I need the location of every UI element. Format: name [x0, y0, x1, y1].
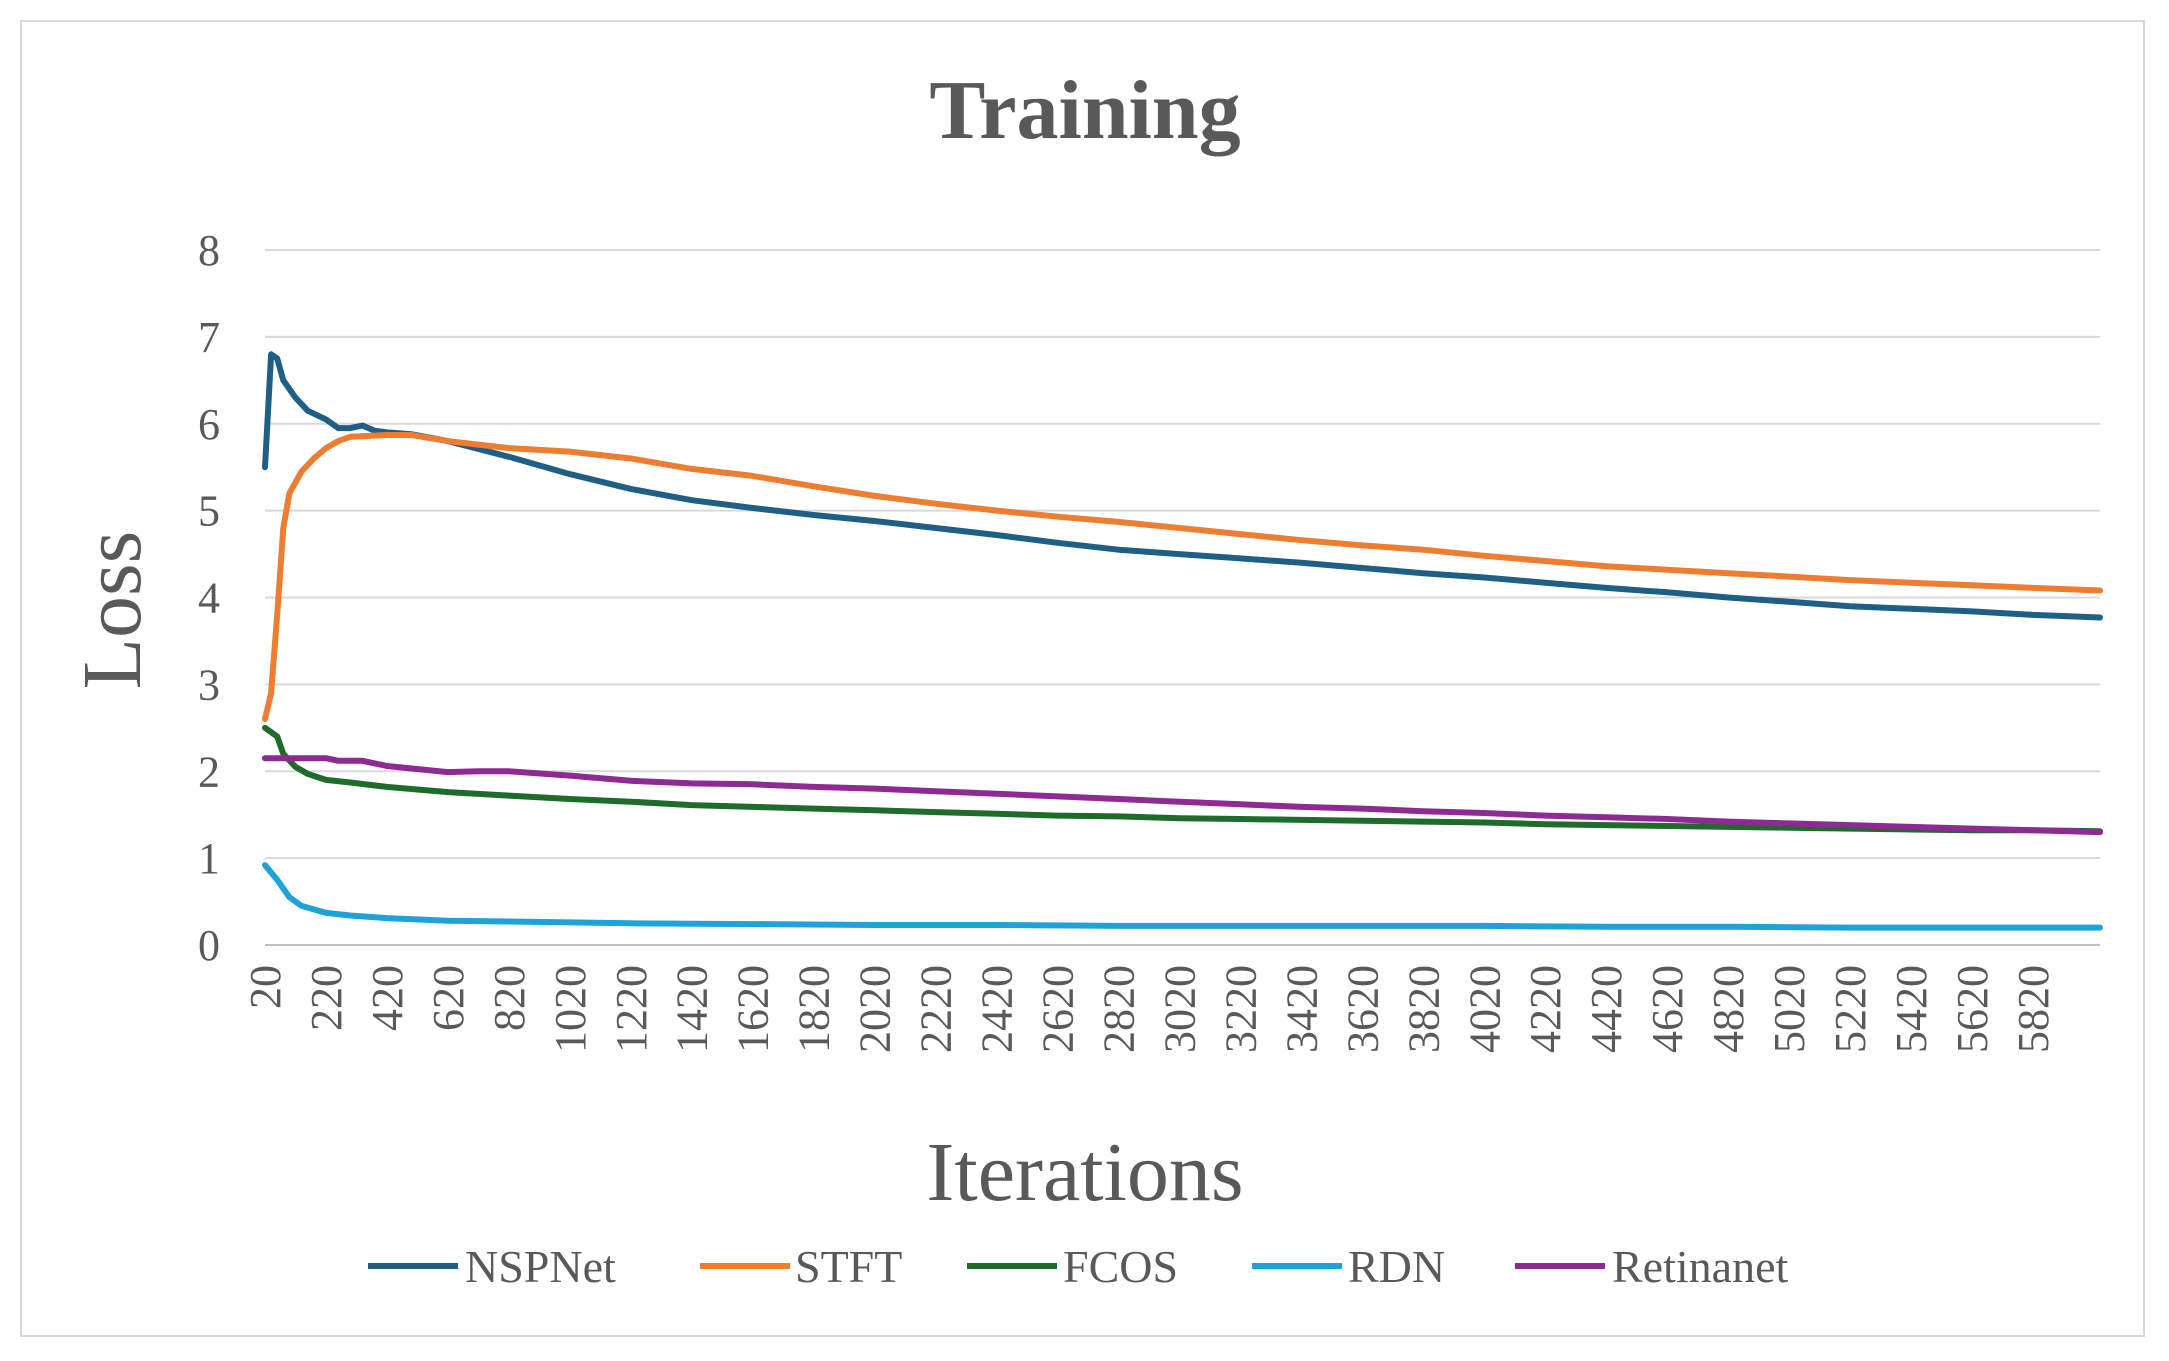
x-tick-label: 1220: [607, 965, 656, 1053]
x-tick-label: 4620: [1643, 965, 1692, 1053]
series-line-fcos: [262, 724, 2103, 835]
y-axis-ticks: 0 1 2 3 4 5 6 7 8: [198, 226, 220, 970]
legend: NSPNet STFT FCOS RDN Retinanet: [368, 1241, 1788, 1292]
x-tick-label: 3020: [1155, 965, 1204, 1053]
legend-label: RDN: [1348, 1241, 1445, 1292]
series-line-retinanet: [262, 755, 2103, 836]
y-tick-label: 0: [198, 921, 220, 970]
x-tick-label: 1020: [546, 965, 595, 1053]
x-tick-label: 5420: [1887, 965, 1936, 1053]
gridlines: [265, 249, 2100, 946]
y-tick-label: 8: [198, 226, 220, 275]
x-tick-label: 20: [241, 965, 290, 1009]
series-line-nspnet: [262, 351, 2103, 621]
x-tick-label: 5620: [1948, 965, 1997, 1053]
x-tick-label: 4020: [1460, 965, 1509, 1053]
x-tick-label: 3220: [1216, 965, 1265, 1053]
x-tick-label: 2420: [973, 965, 1022, 1053]
x-tick-label: 5820: [2009, 965, 2058, 1053]
x-tick-label: 1420: [668, 965, 717, 1053]
legend-label: FCOS: [1063, 1241, 1178, 1292]
x-tick-label: 5220: [1826, 965, 1875, 1053]
x-tick-label: 420: [363, 965, 412, 1031]
x-tick-label: 4220: [1521, 965, 1570, 1053]
x-tick-label: 220: [302, 965, 351, 1031]
x-tick-label: 5020: [1765, 965, 1814, 1053]
x-tick-label: 2620: [1034, 965, 1083, 1053]
x-tick-label: 3420: [1277, 965, 1326, 1053]
x-tick-label: 820: [485, 965, 534, 1031]
series-line-rdn: [262, 862, 2103, 931]
y-tick-label: 5: [198, 487, 220, 536]
y-tick-label: 4: [198, 574, 220, 623]
x-tick-label: 620: [424, 965, 473, 1031]
chart-frame: [20, 20, 2145, 1337]
x-tick-label: 2820: [1094, 965, 1143, 1053]
y-tick-label: 1: [198, 834, 220, 883]
x-tick-label: 2020: [851, 965, 900, 1053]
y-tick-label: 6: [198, 400, 220, 449]
legend-label: NSPNet: [465, 1241, 616, 1292]
x-tick-label: 4820: [1704, 965, 1753, 1053]
chart-title: Training: [929, 64, 1240, 157]
y-tick-label: 3: [198, 660, 220, 709]
x-tick-label: 2220: [912, 965, 961, 1053]
x-axis-ticks: 20 220 420 620 820 1020 1220 1420 1620 1820 2020 22…: [241, 965, 2058, 1053]
legend-label: Retinanet: [1612, 1241, 1788, 1292]
series-lines: [262, 351, 2103, 931]
series-line-stft: [262, 432, 2103, 723]
x-tick-label: 1820: [790, 965, 839, 1053]
y-tick-label: 2: [198, 747, 220, 796]
x-tick-label: 4420: [1582, 965, 1631, 1053]
x-tick-label: 3620: [1338, 965, 1387, 1053]
x-tick-label: 3820: [1399, 965, 1448, 1053]
x-axis-title: Iterations: [926, 1126, 1243, 1219]
legend-label: STFT: [795, 1241, 902, 1292]
x-tick-label: 1620: [729, 965, 778, 1053]
y-axis-title: Loss: [66, 531, 159, 690]
y-tick-label: 7: [198, 313, 220, 362]
